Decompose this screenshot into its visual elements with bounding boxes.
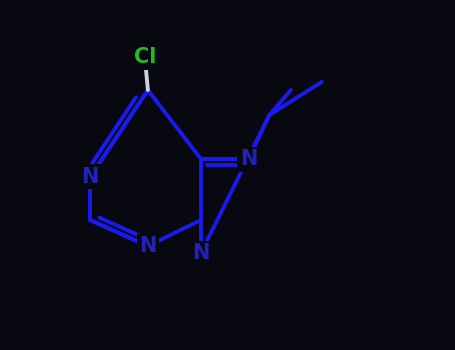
Text: N: N — [81, 167, 99, 187]
Text: N: N — [192, 243, 210, 263]
Text: N: N — [139, 236, 157, 256]
Text: N: N — [240, 149, 258, 169]
Text: Cl: Cl — [134, 47, 156, 67]
